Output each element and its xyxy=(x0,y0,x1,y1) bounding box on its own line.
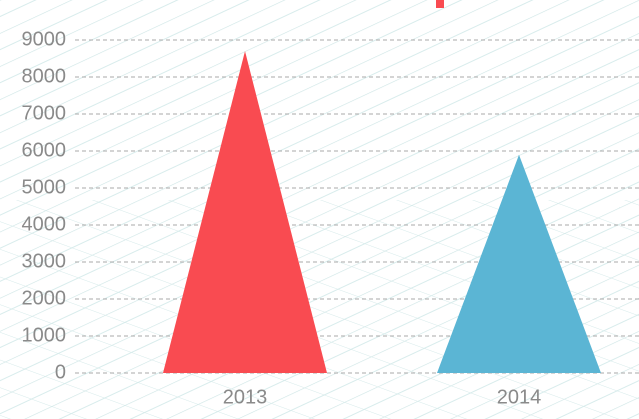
decoration xyxy=(436,0,444,8)
y-tick-label: 0 xyxy=(55,361,66,383)
bar xyxy=(163,51,327,373)
y-tick-label: 7000 xyxy=(22,102,67,124)
y-tick-label: 2000 xyxy=(22,287,67,309)
y-tick-label: 8000 xyxy=(22,65,67,87)
x-tick-label: 2014 xyxy=(497,386,542,408)
y-tick-label: 9000 xyxy=(22,28,67,50)
x-tick-label: 2013 xyxy=(223,386,268,408)
y-tick-label: 6000 xyxy=(22,139,67,161)
y-tick-label: 5000 xyxy=(22,176,67,198)
bar xyxy=(437,154,601,373)
y-tick-label: 4000 xyxy=(22,213,67,235)
y-tick-label: 1000 xyxy=(22,324,67,346)
y-tick-label: 3000 xyxy=(22,250,67,272)
